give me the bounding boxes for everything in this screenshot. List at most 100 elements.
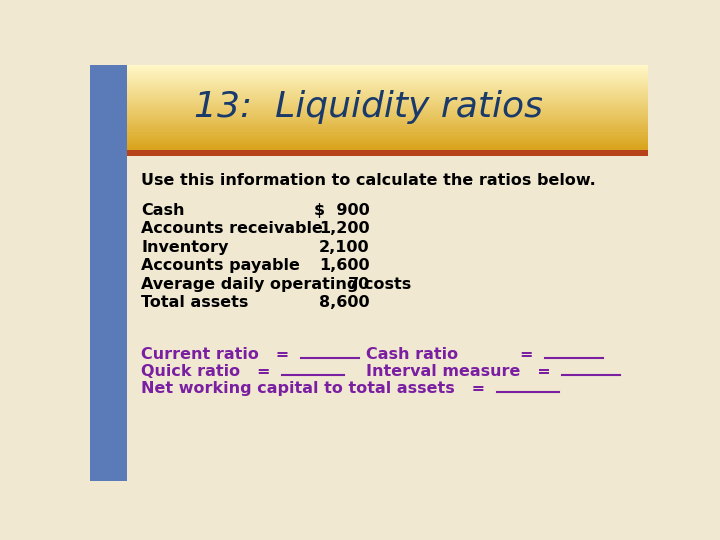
Bar [90, 120, 648, 121]
Bar [90, 150, 648, 157]
Text: Inventory: Inventory [141, 240, 228, 254]
Bar [90, 111, 648, 112]
Bar [90, 90, 648, 91]
Text: Quick ratio   =: Quick ratio = [141, 364, 282, 379]
Bar [90, 67, 648, 68]
Text: Cash ratio           =: Cash ratio = [366, 347, 544, 362]
Bar [90, 78, 648, 79]
Bar [90, 121, 648, 122]
Bar [90, 126, 648, 127]
Bar [90, 101, 648, 102]
Bar [90, 139, 648, 140]
Text: Accounts receivable: Accounts receivable [141, 221, 323, 236]
Bar [90, 130, 648, 131]
Bar [90, 110, 648, 111]
Bar [90, 79, 648, 80]
Bar [90, 137, 648, 138]
Bar [90, 66, 648, 67]
Text: Current ratio   =: Current ratio = [141, 347, 301, 362]
Bar [90, 76, 648, 77]
Text: 13:  Liquidity ratios: 13: Liquidity ratios [194, 90, 544, 124]
Text: Total assets: Total assets [141, 295, 248, 310]
Text: Net working capital to total assets   =: Net working capital to total assets = [141, 381, 497, 396]
Bar [90, 99, 648, 100]
Bar [90, 109, 648, 110]
Bar [90, 88, 648, 89]
Bar [90, 114, 648, 116]
Bar [90, 102, 648, 103]
Bar [90, 94, 648, 96]
Bar [90, 136, 648, 137]
Bar [90, 72, 648, 73]
Text: Average daily operating costs: Average daily operating costs [141, 276, 411, 292]
Bar [90, 108, 648, 109]
Bar [90, 75, 648, 76]
Text: Accounts payable: Accounts payable [141, 258, 300, 273]
Bar [90, 116, 648, 117]
Bar [90, 124, 648, 125]
Text: $  900: $ 900 [314, 202, 370, 218]
Bar [90, 84, 648, 85]
Bar [90, 82, 648, 83]
Bar [90, 118, 648, 119]
Bar [90, 92, 648, 93]
Bar [90, 147, 648, 149]
Text: 70: 70 [348, 276, 370, 292]
Bar [90, 113, 648, 114]
Bar [90, 157, 648, 481]
Bar [90, 68, 648, 69]
Bar [90, 97, 648, 98]
Bar [90, 132, 648, 133]
Bar [90, 100, 648, 101]
Bar [90, 69, 648, 70]
Bar [90, 143, 648, 144]
Bar [90, 133, 648, 134]
Bar [90, 80, 648, 82]
Bar [90, 104, 648, 105]
Bar [90, 106, 648, 107]
Bar [90, 112, 648, 113]
Bar [90, 138, 648, 139]
Bar [90, 105, 648, 106]
Text: 2,100: 2,100 [319, 240, 370, 254]
Bar [90, 123, 648, 124]
Bar [90, 127, 648, 129]
Bar [90, 91, 648, 92]
Bar [90, 65, 648, 66]
Bar [90, 96, 648, 97]
Bar [90, 119, 648, 120]
Bar [90, 141, 648, 142]
Bar [90, 125, 648, 126]
Text: 1,200: 1,200 [319, 221, 370, 236]
Bar [90, 131, 648, 132]
Bar [90, 140, 648, 141]
Bar [90, 98, 648, 99]
Text: Interval measure   =: Interval measure = [366, 364, 562, 379]
Bar [90, 87, 648, 88]
Bar [90, 142, 648, 143]
Bar [90, 71, 648, 72]
Bar [90, 103, 648, 104]
Bar [90, 145, 648, 146]
Text: 8,600: 8,600 [319, 295, 370, 310]
Bar [90, 148, 648, 150]
Bar [90, 89, 648, 90]
Text: Cash: Cash [141, 202, 184, 218]
Bar [90, 93, 648, 94]
Bar [90, 117, 648, 118]
Bar [90, 146, 648, 147]
Bar [90, 134, 648, 136]
Bar [90, 70, 648, 71]
Bar [90, 85, 648, 86]
Bar [90, 86, 648, 87]
Bar [90, 73, 648, 75]
Bar [90, 144, 648, 145]
Text: 1,600: 1,600 [319, 258, 370, 273]
Bar [90, 107, 648, 108]
Bar [90, 83, 648, 84]
Bar [90, 122, 648, 123]
Text: Use this information to calculate the ratios below.: Use this information to calculate the ra… [141, 173, 596, 188]
Bar [90, 65, 127, 481]
Bar [90, 129, 648, 130]
Bar [90, 77, 648, 78]
